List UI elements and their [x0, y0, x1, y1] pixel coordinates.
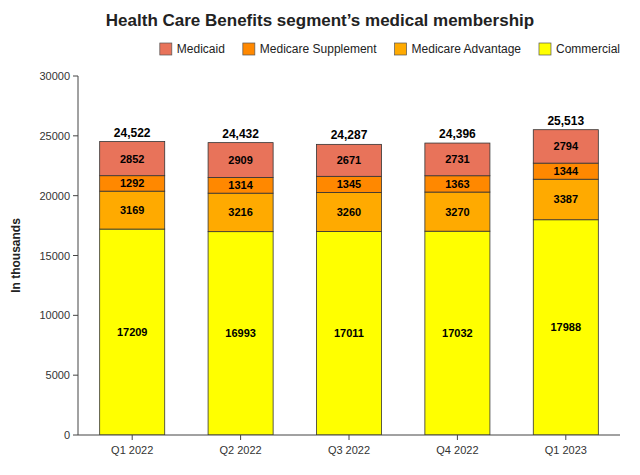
bar-segment — [100, 176, 165, 191]
data-label: 2852 — [120, 153, 144, 165]
x-tick — [565, 435, 566, 440]
bars — [100, 130, 599, 435]
legend: Medicaid Medicare Supplement Medicare Adva… — [160, 42, 620, 56]
data-label: 1344 — [554, 165, 579, 177]
legend-swatch — [395, 43, 407, 55]
bar-segment — [208, 143, 273, 178]
bar-segment — [208, 177, 273, 193]
x-tick-label: Q2 2022 — [219, 444, 261, 456]
legend-label: Medicaid — [177, 42, 225, 56]
legend-item: Medicaid — [160, 42, 225, 56]
x-axis: Q1 2022 Q2 2022 Q3 2022 Q4 2022 Q1 2023 — [111, 435, 587, 456]
data-label: 3270 — [445, 206, 469, 218]
y-tick-label: 15000 — [39, 250, 70, 262]
x-axis-line — [78, 435, 620, 436]
bar-segment — [425, 231, 490, 435]
x-tick-label: Q1 2023 — [545, 444, 587, 456]
data-label: 17209 — [117, 326, 148, 338]
y-tick-label: 5000 — [46, 369, 70, 381]
y-tick — [73, 135, 78, 136]
data-label: 3169 — [120, 204, 144, 216]
legend-swatch — [539, 43, 551, 55]
y-tick-label: 10000 — [39, 309, 70, 321]
legend-item: Commercial — [539, 42, 620, 56]
bar-segment — [425, 192, 490, 231]
data-label: 1345 — [337, 178, 361, 190]
bar-segment — [425, 176, 490, 192]
y-axis: 0 5000 10000 15000 20000 25000 30000 — [39, 70, 78, 441]
bar-segment — [533, 130, 598, 163]
x-tick — [240, 435, 241, 440]
total-label: 24,522 — [114, 126, 151, 140]
legend-label: Commercial — [556, 42, 620, 56]
data-label: 17032 — [442, 327, 473, 339]
y-axis-line — [78, 76, 79, 435]
data-label: 3216 — [228, 206, 252, 218]
data-label: 17988 — [551, 321, 582, 333]
total-label: 25,513 — [547, 114, 584, 128]
chart-container: Health Care Benefits segment’s medical m… — [0, 0, 640, 475]
bar-segment — [425, 143, 490, 176]
y-tick — [73, 195, 78, 196]
title: Health Care Benefits segment’s medical m… — [106, 11, 534, 30]
data-label: 16993 — [225, 327, 256, 339]
data-label: 2794 — [554, 140, 579, 152]
bar-segment — [316, 231, 381, 435]
bar-segment — [533, 163, 598, 179]
total-label: 24,287 — [331, 128, 368, 142]
y-tick — [73, 255, 78, 256]
data-label: 3260 — [337, 206, 361, 218]
legend-swatch — [243, 43, 255, 55]
bar-segment — [100, 191, 165, 229]
bar-segment — [100, 142, 165, 176]
bar-segment — [316, 176, 381, 192]
legend-swatch — [160, 43, 172, 55]
y-tick-label: 30000 — [39, 70, 70, 82]
y-tick-label: 25000 — [39, 130, 70, 142]
bar-segment — [316, 144, 381, 176]
data-label: 1363 — [445, 178, 469, 190]
data-labels: 17209 3169 1292 2852 24,522 16993 3216 1314 2909… — [114, 114, 585, 340]
data-label: 3387 — [554, 193, 578, 205]
bar-segment — [533, 220, 598, 435]
y-tick — [73, 315, 78, 316]
y-tick — [73, 76, 78, 77]
legend-item: Medicare Supplement — [243, 42, 377, 56]
total-label: 24,432 — [222, 127, 259, 141]
bar-segment — [533, 179, 598, 220]
x-tick — [457, 435, 458, 440]
x-tick-label: Q4 2022 — [436, 444, 478, 456]
chart-svg: Health Care Benefits segment’s medical m… — [0, 0, 640, 475]
x-tick-label: Q3 2022 — [328, 444, 370, 456]
y-tick — [73, 375, 78, 376]
x-tick-label: Q1 2022 — [111, 444, 153, 456]
x-tick — [349, 435, 350, 440]
data-label: 2909 — [228, 154, 252, 166]
data-label: 1314 — [228, 179, 253, 191]
y-tick — [73, 435, 78, 436]
bar-segment — [208, 232, 273, 435]
bar-segment — [208, 193, 273, 231]
data-label: 1292 — [120, 177, 144, 189]
data-label: 17011 — [334, 327, 364, 339]
total-label: 24,396 — [439, 127, 476, 141]
y-tick-label: 20000 — [39, 190, 70, 202]
bar-segment — [100, 229, 165, 435]
bar-segment — [316, 192, 381, 231]
legend-label: Medicare Advantage — [412, 42, 522, 56]
x-tick — [132, 435, 133, 440]
legend-item: Medicare Advantage — [395, 42, 522, 56]
y-axis-label: In thousands — [9, 218, 23, 293]
data-label: 2731 — [445, 153, 469, 165]
legend-label: Medicare Supplement — [260, 42, 377, 56]
y-tick-label: 0 — [64, 429, 70, 441]
data-label: 2671 — [337, 154, 361, 166]
